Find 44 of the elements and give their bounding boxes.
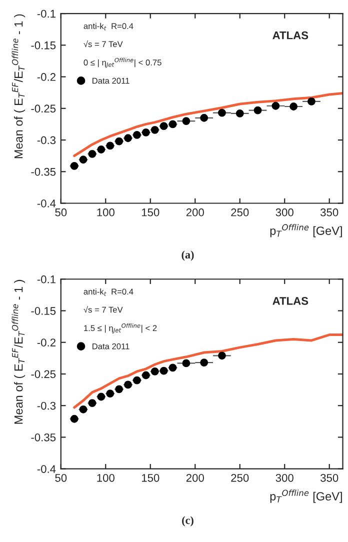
y-tick-label: -0.4	[37, 465, 56, 473]
legend-label: Data 2011	[92, 343, 130, 350]
x-tick-label: 150	[142, 208, 160, 216]
x-tick-label: 350	[320, 474, 338, 482]
x-tick-label: 200	[186, 474, 204, 482]
text: (c)	[182, 516, 194, 526]
annotation: ATLAS	[272, 31, 308, 40]
y-tick-label: -0.25	[31, 104, 56, 113]
x-tick-label: 50	[55, 474, 67, 482]
y-tick-label: -0.3	[37, 402, 56, 410]
text: (a)	[182, 250, 194, 261]
annotation: 1.5 ≤ | η$_{Jet}$$^{Offline}$| < 2	[84, 323, 157, 334]
annotation: √s = 7 TeV	[84, 40, 123, 48]
x-tick-label: 50	[55, 208, 67, 216]
y-tick-label: -0.35	[31, 168, 56, 176]
annotation: 0 ≤ | η$_{Jet}$$^{Offline}$| < 0.75	[84, 58, 162, 68]
x-tick-label: 350	[320, 208, 338, 216]
annotation: anti-k$_{t}$ R=0.4	[84, 22, 134, 30]
annotation: anti-k$_{t}$ R=0.4	[84, 288, 134, 296]
x-tick-label: 100	[97, 474, 114, 482]
y-tick-label: -0.4	[37, 200, 56, 208]
x-axis-title: p$_{T}$$^{Offline}$ [GeV]	[270, 224, 342, 238]
x-tick-label: 150	[142, 474, 160, 482]
annotation: √s = 7 TeV	[84, 306, 123, 313]
y-tick-label: -0.2	[37, 73, 56, 81]
y-axis-title: Mean of ( E$_{T}$$^{EF}$/E$_{T}$$^{Offline}$ - 1 )	[12, 14, 26, 158]
y-tick-label: -0.2	[37, 338, 56, 346]
y-tick-label: -0.15	[31, 307, 56, 315]
y-tick-label: -0.3	[37, 136, 56, 144]
y-tick-label: -0.35	[31, 433, 56, 442]
x-tick-label: 300	[276, 208, 294, 216]
x-tick-label: 100	[97, 208, 114, 216]
annotation: ATLAS	[272, 297, 308, 305]
y-axis-title: Mean of ( E$_{T}$$^{EF}$/E$_{T}$$^{Offline}$ - 1 )	[12, 280, 26, 424]
y-tick-label: -0.1	[37, 10, 56, 18]
x-tick-label: 250	[231, 474, 249, 482]
x-axis-title: p$_{T}$$^{Offline}$ [GeV]	[270, 490, 342, 503]
y-tick-label: -0.25	[31, 370, 56, 378]
y-tick-label: -0.15	[31, 41, 56, 50]
x-tick-label: 300	[276, 474, 294, 482]
y-tick-label: -0.1	[37, 275, 56, 284]
x-tick-label: 200	[186, 208, 204, 216]
x-tick-label: 250	[231, 208, 249, 216]
legend-label: Data 2011	[92, 78, 130, 84]
